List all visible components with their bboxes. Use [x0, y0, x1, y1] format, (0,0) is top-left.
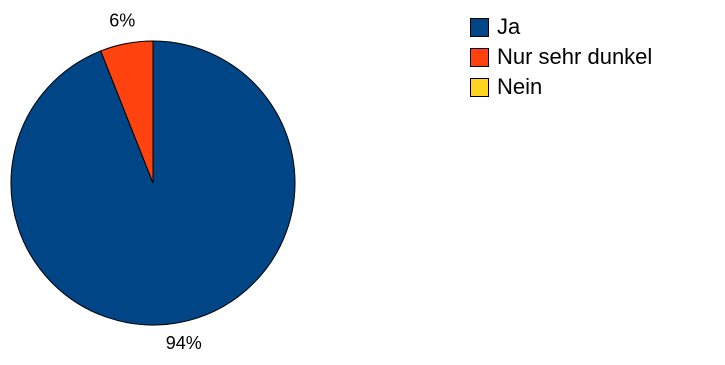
legend-item-nur-sehr-dunkel: Nur sehr dunkel [470, 42, 652, 72]
legend-swatch-nur-sehr-dunkel [470, 47, 489, 67]
legend-label-ja: Ja [497, 14, 521, 39]
legend: Ja Nur sehr dunkel Nein [470, 12, 652, 102]
data-label-ja: 94% [166, 333, 202, 353]
pie-slices [10, 40, 296, 326]
legend-swatch-nein [470, 77, 489, 97]
legend-label-nur-sehr-dunkel: Nur sehr dunkel [497, 44, 653, 69]
legend-label-nein: Nein [497, 74, 543, 99]
legend-swatch-ja [470, 17, 489, 37]
legend-item-nein: Nein [470, 72, 652, 102]
data-label-nur-sehr-dunkel: 6% [109, 11, 135, 31]
pie-slice-nur-sehr-dunkel [100, 40, 154, 184]
pie-data-labels: 94% 6% [109, 11, 201, 353]
legend-item-ja: Ja [470, 12, 652, 42]
